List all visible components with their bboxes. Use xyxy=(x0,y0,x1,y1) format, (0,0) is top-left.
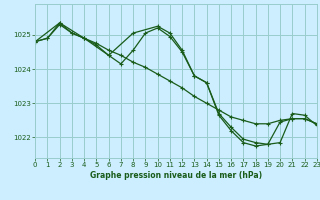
X-axis label: Graphe pression niveau de la mer (hPa): Graphe pression niveau de la mer (hPa) xyxy=(90,171,262,180)
